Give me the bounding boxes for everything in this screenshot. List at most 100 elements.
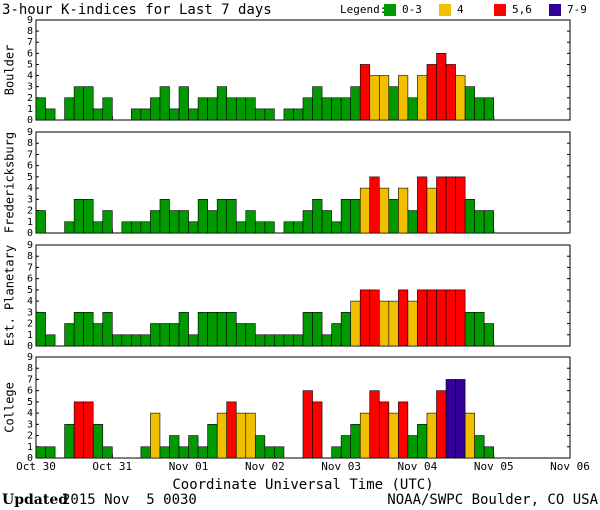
bar <box>350 424 361 459</box>
bar <box>474 97 485 121</box>
x-tick-label: Oct 30 <box>16 460 56 473</box>
bar <box>407 300 418 347</box>
y-tick-label: 0 <box>27 453 33 464</box>
bar <box>359 412 371 459</box>
bar <box>340 199 351 234</box>
bar <box>455 75 466 121</box>
bar <box>35 97 46 121</box>
bar <box>45 108 56 121</box>
bar <box>312 401 323 459</box>
bar <box>178 446 189 459</box>
y-tick-label: 4 <box>27 183 33 194</box>
y-tick-label: 2 <box>27 206 33 217</box>
bar <box>255 435 266 459</box>
bar <box>169 210 180 234</box>
x-tick-label: Oct 31 <box>92 460 132 473</box>
y-tick-label: 2 <box>27 93 33 104</box>
bar <box>436 390 447 459</box>
bar <box>140 446 151 459</box>
bar <box>455 379 466 459</box>
y-axis-label: Est. Planetary <box>3 245 17 346</box>
bar <box>169 108 180 121</box>
bar <box>197 97 208 121</box>
bar <box>235 97 247 121</box>
bar <box>359 64 371 121</box>
bar <box>274 446 285 459</box>
bar <box>255 221 266 234</box>
bar <box>426 412 437 459</box>
bar <box>464 412 475 459</box>
bar <box>483 446 495 459</box>
y-tick-label: 6 <box>27 274 33 285</box>
bar <box>92 323 104 347</box>
bar <box>321 210 332 234</box>
updated-time: 2015 Nov 5 0030 <box>62 492 197 508</box>
bar <box>159 86 170 121</box>
bar <box>150 412 161 459</box>
bar <box>436 176 447 234</box>
y-tick-label: 9 <box>27 352 33 363</box>
bar <box>207 424 218 459</box>
bar <box>169 323 180 347</box>
bar <box>398 401 409 459</box>
bar <box>35 312 46 347</box>
y-tick-label: 7 <box>27 37 33 48</box>
bar <box>235 221 247 234</box>
y-tick-label: 7 <box>27 149 33 160</box>
y-tick-label: 8 <box>27 363 33 374</box>
bar <box>159 446 170 459</box>
bar <box>121 221 132 234</box>
bar <box>474 210 485 234</box>
bar <box>417 424 428 459</box>
bar <box>150 97 161 121</box>
bar <box>255 334 266 347</box>
bar <box>73 86 84 121</box>
bar <box>445 176 456 234</box>
bar <box>216 86 228 121</box>
y-tick-label: 2 <box>27 319 33 330</box>
y-tick-label: 2 <box>27 431 33 442</box>
bar <box>245 210 256 234</box>
bar <box>216 312 228 347</box>
bar <box>64 323 75 347</box>
y-tick-label: 7 <box>27 374 33 385</box>
bar <box>398 289 409 347</box>
bar <box>226 401 237 459</box>
bar <box>178 210 189 234</box>
x-axis-label: Coordinate Universal Time (UTC) <box>172 477 433 493</box>
bar <box>83 199 94 234</box>
bar <box>474 312 485 347</box>
bar <box>378 75 390 121</box>
bar <box>331 446 342 459</box>
y-axis-label: Fredericksburg <box>3 132 17 233</box>
bar <box>350 86 361 121</box>
bar <box>140 334 151 347</box>
bar <box>83 312 94 347</box>
bar <box>92 108 104 121</box>
bar <box>359 187 371 234</box>
bar <box>188 334 199 347</box>
bar <box>464 199 475 234</box>
bar <box>445 379 456 459</box>
bar <box>302 97 313 121</box>
bar <box>321 334 332 347</box>
bar <box>483 323 495 347</box>
bar <box>140 221 151 234</box>
bar <box>483 210 495 234</box>
bar <box>312 312 323 347</box>
bar <box>455 289 466 347</box>
y-tick-label: 3 <box>27 82 33 93</box>
bar <box>388 300 399 347</box>
y-tick-label: 1 <box>27 217 33 228</box>
bar <box>445 64 456 121</box>
bar <box>388 199 399 234</box>
bar <box>378 187 390 234</box>
bar <box>283 221 294 234</box>
y-tick-label: 5 <box>27 172 33 183</box>
bar <box>407 210 418 234</box>
y-axis-label: College <box>3 382 17 433</box>
bar <box>464 86 475 121</box>
bar <box>283 334 294 347</box>
bar <box>369 390 380 459</box>
y-tick-label: 1 <box>27 104 33 115</box>
